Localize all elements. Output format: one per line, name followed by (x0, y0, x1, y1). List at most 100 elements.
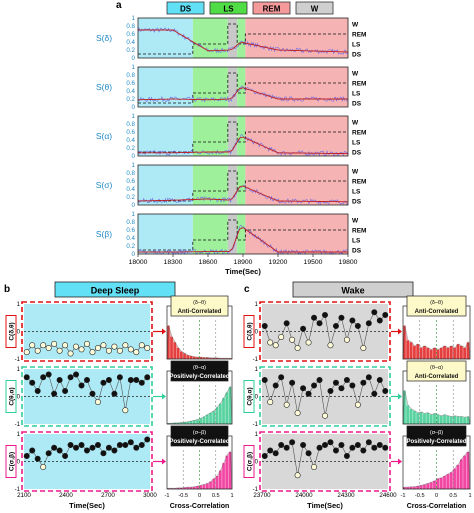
stage-level-label: DS (352, 199, 362, 206)
histogram-bar (456, 464, 460, 489)
correlation-point (84, 447, 91, 454)
histogram-bar (439, 347, 443, 359)
correlation-point (332, 447, 339, 454)
x-tick-label: 18300 (164, 259, 183, 266)
correlation-point (278, 333, 285, 340)
correlation-point (23, 349, 30, 356)
histogram-bar (409, 342, 413, 359)
stage-level-label: W (352, 169, 359, 176)
correlation-point (289, 439, 296, 446)
hist-x-tick-label: 0.5 (449, 493, 457, 499)
histogram-bar (439, 477, 443, 489)
panel-c: c Wake-101C(δ,θ)(δ–θ)Anti-Correlated-101C… (243, 281, 472, 510)
stage-level-label: LS (352, 91, 361, 98)
correlation-point (89, 390, 96, 397)
correlation-point (94, 398, 101, 405)
y-tick-label: 0 (132, 153, 136, 160)
correlation-point (343, 376, 350, 383)
correlation-point (67, 441, 74, 448)
x-axis-label: Time(Sec) (225, 267, 261, 276)
y-axis-label: S(θ) (96, 82, 112, 92)
correlation-point (45, 371, 52, 378)
histogram-bar (403, 487, 406, 489)
stage-level-label: REM (352, 81, 366, 88)
histogram-bar (173, 342, 177, 359)
histogram-bar (189, 487, 193, 489)
y-tick-label: 1 (132, 113, 136, 120)
histogram-bar (429, 482, 433, 489)
correlation-label-box (170, 295, 229, 317)
histogram-bar (186, 355, 190, 359)
correlation-point (321, 311, 328, 318)
x-tick-label: 18900 (234, 259, 253, 266)
hypnogram-band-rem (245, 116, 348, 156)
correlation-point (371, 390, 378, 397)
correlation-pair: (θ–α) (193, 365, 206, 371)
y-tick-label: 0.8 (126, 23, 135, 30)
correlation-point (300, 385, 307, 392)
correlation-point (73, 371, 80, 378)
stage-level-label: REM (352, 130, 366, 137)
correlation-point (283, 444, 290, 451)
correlation-point (382, 387, 389, 394)
histogram-bar (228, 387, 232, 424)
hypnogram-band-ls (192, 116, 228, 156)
histogram-bar (413, 486, 416, 489)
histogram-bar (170, 488, 173, 489)
correlation-point (34, 387, 41, 394)
y-tick-label: 1 (132, 162, 136, 169)
correlation-point (56, 376, 63, 383)
histogram-bar (406, 405, 410, 424)
histogram-bar (202, 416, 206, 424)
correlation-point (40, 374, 47, 381)
correlation-point (267, 447, 274, 454)
hist-x-axis-label: Cross-Correlation (170, 503, 230, 510)
correlation-point (338, 385, 345, 392)
histogram-bar (443, 476, 446, 489)
panel-title: Wake (341, 286, 364, 296)
histogram-bar (183, 353, 186, 359)
correlation-point (94, 441, 101, 448)
stage-tag-label: REM (263, 5, 281, 14)
correlation-pair: (σ–β) (430, 430, 443, 436)
histogram-bar (173, 488, 177, 489)
correlation-point (138, 342, 145, 349)
panel-b: b Deep Sleep -1 0 1 C(δ,θ) (δ–θ) Anti-Correlate… (4, 281, 234, 510)
histogram-bar (225, 455, 229, 489)
stage-level-label: REM (352, 32, 366, 39)
y-label-box (243, 445, 255, 478)
y-axis-label: C(δ,θ) (9, 322, 16, 340)
histogram-bar (456, 416, 460, 424)
hypnogram-band-ls (192, 18, 228, 58)
histogram-bar (456, 344, 460, 359)
correlation-point (133, 349, 140, 356)
histogram-bar (443, 346, 446, 359)
histogram-bar (416, 344, 420, 359)
y-tick-label: 0 (17, 460, 21, 466)
hist-x-tick-label: -0.5 (415, 493, 425, 499)
correlation-point (360, 344, 367, 351)
correlation-point (278, 374, 285, 381)
correlation-pair: (δ–θ) (193, 300, 206, 306)
hypnogram-band-rem (245, 165, 348, 205)
histogram-bar (215, 407, 219, 424)
y-tick-label: 0 (17, 330, 21, 336)
stage-level-label: W (352, 71, 359, 78)
correlation-label-box (406, 295, 467, 317)
correlation-point (272, 342, 279, 349)
correlation-point (360, 379, 367, 386)
histogram-bar (176, 347, 180, 359)
density-curve (402, 324, 471, 360)
histogram-bar (183, 487, 186, 489)
histogram-bar (222, 463, 225, 489)
correlation-point (332, 379, 339, 386)
correlation-point (51, 444, 58, 451)
correlation-point (267, 339, 274, 346)
correlation-point (305, 450, 312, 457)
arrow-head (398, 458, 402, 465)
correlation-point (23, 374, 30, 381)
correlation-point (354, 322, 361, 329)
histogram-bar (459, 459, 463, 489)
histogram-bar (206, 483, 209, 489)
correlation-pair: (θ–α) (430, 365, 443, 371)
